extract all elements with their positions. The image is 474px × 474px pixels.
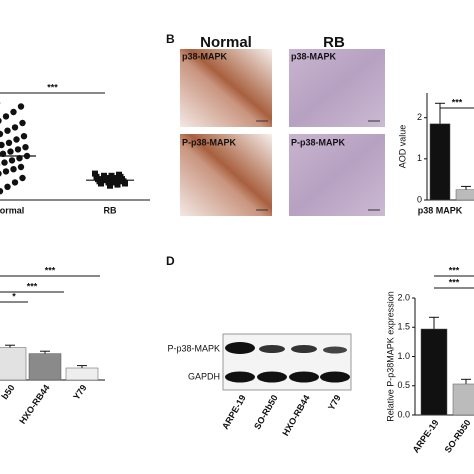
bar <box>455 189 474 201</box>
panel-letter: D <box>166 254 175 268</box>
data-point <box>0 141 5 149</box>
y-tick-label: 1.5 <box>397 322 410 332</box>
y-tick-label: 2 <box>417 112 422 122</box>
image-label: p38-MAPK <box>291 51 337 61</box>
data-point <box>92 170 98 177</box>
x-tick-label: b50 <box>0 383 17 401</box>
significance-label: *** <box>45 265 56 275</box>
image-label: P-p38-MAPK <box>182 137 237 147</box>
band <box>289 371 319 383</box>
band <box>291 345 317 353</box>
lane-label: ARPE-19 <box>220 393 248 431</box>
x-tick-label: HXO-RB44 <box>17 383 51 426</box>
data-point <box>11 179 19 186</box>
data-point <box>0 170 2 177</box>
data-point <box>19 119 26 127</box>
image-label: P-p38-MAPK <box>291 137 346 147</box>
band <box>225 342 255 354</box>
lane-label: Y79 <box>326 393 343 412</box>
x-tick-label: SO-Rb50 <box>443 418 473 455</box>
band <box>320 371 350 383</box>
significance-label: *** <box>449 265 460 275</box>
x-tick-label: ARPE-19 <box>411 418 441 455</box>
data-point <box>20 133 28 140</box>
data-point <box>7 148 14 155</box>
x-tick-label: Y79 <box>71 383 88 402</box>
data-point <box>4 183 11 190</box>
significance-label: *** <box>452 97 463 107</box>
histology-image <box>289 134 385 216</box>
blot-row-label: P-p38-MAPK <box>167 343 220 353</box>
bar <box>65 367 99 381</box>
data-point <box>10 108 17 116</box>
y-tick-label: 0.5 <box>397 380 410 390</box>
y-tick-label: 1.0 <box>397 351 410 361</box>
panel-letter: B <box>166 32 175 46</box>
blot-row-label: GAPDH <box>188 371 220 381</box>
significance-label: *** <box>47 82 58 92</box>
data-point <box>107 182 113 189</box>
x-tick-label: ormal <box>0 205 24 215</box>
x-tick-label: RB <box>104 205 117 215</box>
data-point <box>16 155 23 162</box>
data-point <box>13 136 20 143</box>
data-point <box>5 139 13 146</box>
data-point <box>2 113 10 120</box>
band <box>225 371 255 383</box>
significance-label: *** <box>449 277 460 287</box>
image-label: p38-MAPK <box>182 51 228 61</box>
data-point <box>17 103 25 110</box>
data-point <box>14 146 22 153</box>
bar <box>420 328 448 416</box>
data-point <box>0 188 4 195</box>
data-point <box>122 180 128 187</box>
y-tick-label: 0.0 <box>397 409 410 419</box>
data-point <box>17 163 25 171</box>
bar <box>0 347 27 381</box>
data-point <box>0 130 4 138</box>
data-point <box>98 180 104 187</box>
data-point <box>4 127 11 134</box>
y-tick-label: 0 <box>417 194 422 204</box>
y-tick-label: 2.0 <box>397 292 410 302</box>
bar <box>28 353 62 381</box>
data-point <box>114 181 121 188</box>
data-point <box>105 179 112 186</box>
significance-label: *** <box>27 281 38 291</box>
y-axis-label: Relative P-p38MAPK expression <box>385 291 395 422</box>
histology-image <box>180 134 272 216</box>
x-tick-label: p38 MAPK <box>418 205 463 215</box>
data-point <box>0 150 7 157</box>
data-point <box>10 166 17 173</box>
data-point <box>0 117 2 124</box>
band <box>259 345 285 353</box>
band <box>323 346 347 354</box>
bar <box>429 123 451 201</box>
data-point <box>19 174 26 182</box>
lane-label: HXO-RB44 <box>280 393 311 437</box>
band <box>257 371 287 383</box>
data-point <box>11 124 19 131</box>
lane-label: SO-Rb50 <box>252 393 280 431</box>
data-point <box>2 168 10 175</box>
data-point <box>1 159 8 166</box>
y-axis-label: AOD value <box>397 125 407 169</box>
y-tick-label: 1 <box>417 153 422 163</box>
data-point <box>8 157 16 164</box>
column-title: RB <box>323 34 345 51</box>
data-point <box>22 144 29 151</box>
histology-image <box>289 49 385 127</box>
column-title: Normal <box>200 34 252 51</box>
histology-image <box>180 49 272 127</box>
significance-label: * <box>12 291 16 301</box>
bar <box>452 383 474 416</box>
